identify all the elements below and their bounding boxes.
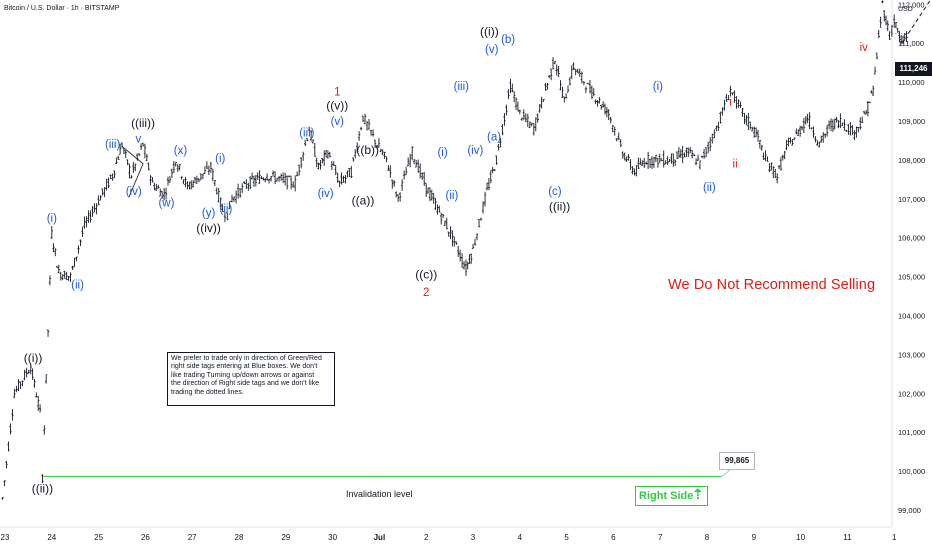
y-tick-label: 111,000 [898, 39, 924, 48]
wave-label: ((i)) [480, 24, 499, 38]
wave-label: ((ii)) [549, 199, 570, 213]
wave-label: (i) [437, 147, 447, 159]
up-arrow-icon: ⇡ [692, 486, 704, 502]
wave-label: (w) [158, 198, 174, 210]
x-tick-label: 11 [843, 533, 852, 542]
y-tick-label: 107,000 [898, 195, 925, 204]
note-line: right side tags entering at Blue boxes. … [171, 363, 318, 371]
y-tick-label: 105,000 [898, 273, 925, 282]
wave-label: (iv) [318, 188, 334, 200]
x-tick-label: 23 [1, 533, 10, 542]
wave-label: (ii) [446, 190, 459, 202]
wave-label: (v) [485, 44, 499, 56]
x-tick-label: 10 [796, 533, 805, 542]
wave-label: (ii) [703, 182, 716, 194]
invalidation-price-callout: 99,865 [719, 452, 755, 470]
triangle-pattern [124, 147, 144, 198]
last-price-badge: 111,246 [895, 62, 932, 76]
x-tick-label: 1 [892, 533, 897, 542]
wave-label: (iii) [105, 139, 120, 151]
x-tick-label: 25 [94, 533, 103, 542]
wave-label: (iii) [299, 128, 314, 140]
wave-label: 2 [423, 287, 429, 299]
wave-label: (iv) [126, 186, 142, 198]
wave-label: (i) [47, 213, 57, 225]
invalidation-label: Invalidation level [346, 489, 413, 499]
wave-label: (iii) [454, 81, 469, 93]
currency-label: USD [898, 6, 913, 13]
symbol-header: Bitcoin / U.S. Dollar · 1h · BITSTAMP [4, 5, 120, 12]
wave-label: ((i)) [24, 351, 43, 365]
x-tick-label: 28 [235, 533, 244, 542]
wave-label: ((iv)) [196, 221, 221, 235]
wave-label: (i) [215, 153, 225, 165]
x-tick-label: 24 [47, 533, 56, 542]
wave-label: ((c)) [415, 268, 437, 282]
recommendation-text: We Do Not Recommend Selling [668, 277, 876, 293]
x-tick-label: Jul [374, 533, 386, 542]
y-tick-label: 99,000 [898, 506, 921, 515]
y-tick-label: 101,000 [898, 428, 925, 437]
y-tick-label: 112,000 [898, 0, 925, 9]
wave-label: ((b)) [356, 143, 379, 157]
x-tick-label: 6 [611, 533, 616, 542]
wave-label: ((v)) [326, 98, 348, 112]
note-line: the direction of Right side tags and we … [171, 380, 320, 388]
wave-label: ((a)) [352, 194, 375, 208]
x-tick-label: 27 [188, 533, 197, 542]
right-side-badge: Right Side ⇡ [635, 486, 708, 506]
x-tick-label: 5 [564, 533, 569, 542]
wave-label: ((ii)) [32, 481, 53, 495]
wave-label: (a) [487, 131, 501, 143]
wave-label: (ii) [71, 279, 84, 291]
note-line: like trading Turning up/down arrows or a… [171, 371, 315, 379]
x-tick-label: 29 [281, 533, 290, 542]
wave-label: (i) [653, 81, 663, 93]
note-line: We prefer to trade only in direction of … [171, 355, 322, 362]
x-tick-label: 7 [658, 533, 663, 542]
x-tick-label: 30 [328, 533, 337, 542]
wave-label: (v) [331, 116, 345, 128]
x-tick-label: 26 [141, 533, 150, 542]
wave-label: iv [860, 42, 869, 54]
x-tick-label: 8 [705, 533, 710, 542]
x-tick-label: 3 [471, 533, 476, 542]
projection-segment [907, 0, 932, 34]
wave-label: (iv) [467, 145, 483, 157]
wave-label: (c) [548, 186, 562, 198]
x-tick-label: 9 [752, 533, 757, 542]
note-line: trading the dotted lines. [171, 388, 244, 396]
y-tick-label: 102,000 [898, 389, 925, 398]
right-side-label: Right Side [639, 490, 694, 502]
wave-label: v [136, 133, 142, 145]
x-tick-label: 4 [518, 533, 523, 542]
y-tick-label: 103,000 [898, 350, 925, 359]
wave-label: i [729, 96, 732, 108]
wave-label: (y) [202, 207, 216, 219]
price-bars [1, 0, 908, 500]
wave-label: (ii) [220, 203, 233, 215]
y-tick-label: 100,000 [898, 467, 925, 476]
wave-label: ii [733, 159, 738, 171]
y-tick-label: 109,000 [898, 117, 925, 126]
wave-label: (x) [174, 145, 188, 157]
wave-label: (b) [501, 34, 515, 46]
y-tick-label: 110,000 [898, 78, 925, 87]
y-tick-label: 108,000 [898, 156, 925, 165]
trading-note-box: We prefer to trade only in direction of … [167, 352, 335, 406]
wave-label: 1 [334, 87, 340, 99]
y-tick-label: 104,000 [898, 312, 925, 321]
y-tick-label: 106,000 [898, 234, 925, 243]
x-tick-label: 2 [424, 533, 429, 542]
wave-label: ((iii)) [131, 116, 155, 130]
